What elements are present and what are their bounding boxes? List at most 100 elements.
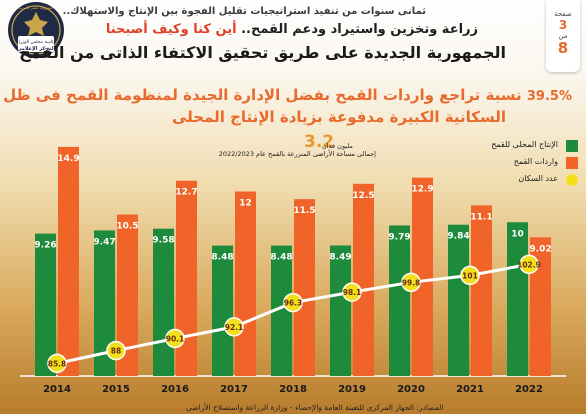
point-population-2019 — [342, 282, 362, 302]
label-population-2015: 88 — [111, 347, 121, 356]
bar-imports-2021 — [471, 205, 492, 376]
bar-imports-2016 — [176, 180, 197, 376]
point-population-2016 — [165, 328, 185, 349]
page-indicator: صفحة 3 من 8 — [546, 0, 580, 72]
label-production-2014: 9.26 — [34, 241, 56, 251]
legend-label-population: عدد السكان — [518, 174, 558, 183]
area-caption: إجمالى مساحة الأراضى المنزرعة بالقمح عام… — [218, 150, 376, 158]
point-population-2022 — [519, 254, 539, 275]
question-part1: زراعة وتخزين واستيراد ودعم القمح.. — [241, 22, 478, 37]
label-imports-2020: 12.9 — [411, 185, 433, 195]
bar-imports-2018 — [294, 199, 315, 376]
label-population-2014: 85.8 — [48, 359, 67, 368]
headline-line2: السكانية الكبيرة مدفوعة بزيادة الإنتاج ا… — [171, 108, 506, 126]
label-population-2021: 101 — [462, 271, 478, 280]
legend-item-population: عدد السكان — [468, 172, 580, 189]
bar-imports-2020 — [412, 177, 433, 376]
label-imports-2014: 14.9 — [57, 154, 79, 164]
tick-label-2015: 2015 — [102, 384, 130, 395]
label-population-2018: 96.3 — [284, 299, 303, 308]
eagle-icon — [24, 12, 48, 36]
label-production-2015: 9.47 — [93, 237, 115, 247]
point-population-2014 — [47, 353, 67, 374]
label-production-2016: 9.58 — [152, 236, 174, 246]
label-population-2020: 99.8 — [402, 278, 421, 287]
bar-imports-2019 — [353, 183, 374, 376]
tick-label-2018: 2018 — [279, 384, 307, 395]
bar-production-2022 — [507, 222, 528, 376]
of-label: من — [558, 32, 568, 40]
logo-bottom-text: المركز الإعلامى — [17, 46, 56, 52]
question-part2: أين كنا وكيف أصبحنا — [105, 22, 237, 37]
area-unit: مليون فدان — [322, 142, 353, 150]
page-number: 3 — [558, 18, 568, 32]
legend-item-production: الإنتاج المحلى للقمح — [468, 138, 580, 155]
logo-middle-text: رئاسة مجلس الوزراء — [16, 40, 55, 45]
bar-production-2016 — [153, 228, 174, 376]
bar-imports-2014 — [58, 146, 79, 376]
legend-swatch-population — [566, 174, 578, 186]
label-imports-2019: 12.5 — [352, 191, 374, 201]
source-note: المصادر: الجهاز المركزى للتعبئة العامة و… — [186, 403, 444, 412]
page-label: صفحة — [554, 10, 572, 18]
point-population-2021 — [460, 265, 480, 286]
tick-label-2014: 2014 — [43, 384, 71, 395]
cabinet-media-center-logo: جمهورية مصر العربية رئاسة مجلس الوزراء ا… — [8, 2, 64, 58]
bar-imports-2015 — [117, 214, 138, 376]
label-production-2018: 8.48 — [270, 253, 292, 263]
subheading: ثمانى سنوات من تنفيذ استراتيجيات تقليل ا… — [62, 6, 426, 17]
page-title: الجمهورية الجديدة على طريق تحقيق الاكتفا… — [19, 43, 506, 62]
tick-label-2021: 2021 — [456, 384, 484, 395]
bar-production-2018 — [271, 245, 292, 376]
label-imports-2018: 11.5 — [293, 206, 315, 216]
area-value: 3.2 — [304, 132, 335, 152]
legend-swatch-imports — [566, 157, 578, 169]
bar-production-2020 — [389, 225, 410, 376]
headline-line1-text: نسبة تراجع واردات القمح بفضل الإدارة الج… — [0, 86, 522, 104]
tick-label-2017: 2017 — [220, 384, 248, 395]
bar-imports-2017 — [235, 191, 256, 376]
label-imports-2015: 10.5 — [116, 222, 138, 232]
label-population-2019: 98.1 — [343, 288, 362, 297]
logo-ring — [11, 5, 61, 55]
label-production-2019: 8.49 — [329, 252, 351, 262]
bar-production-2017 — [212, 245, 233, 376]
label-production-2022: 10 — [511, 229, 524, 239]
tick-label-2016: 2016 — [161, 384, 189, 395]
headline-line1: 39.5% نسبة تراجع واردات القمح بفضل الإدا… — [0, 86, 572, 104]
label-imports-2016: 12.7 — [175, 188, 197, 198]
label-population-2017: 92.1 — [225, 323, 244, 332]
legend-label-production: الإنتاج المحلى للقمح — [491, 140, 558, 149]
legend-item-imports: واردات القمح — [468, 155, 580, 172]
bar-production-2015 — [94, 230, 115, 376]
headline-percent: 39.5% — [526, 89, 572, 104]
tick-label-2022: 2022 — [515, 384, 543, 395]
label-production-2021: 9.84 — [447, 232, 469, 242]
logo-banner — [18, 36, 54, 52]
label-population-2022: 102.9 — [517, 260, 541, 269]
legend-label-imports: واردات القمح — [513, 157, 558, 166]
point-population-2020 — [401, 272, 421, 293]
tick-label-2019: 2019 — [338, 384, 366, 395]
label-population-2016: 90.1 — [166, 334, 185, 343]
bar-production-2014 — [35, 233, 56, 376]
point-population-2018 — [283, 292, 303, 313]
logo-top-text: جمهورية مصر العربية — [18, 5, 54, 10]
label-imports-2022: 9.02 — [529, 244, 551, 254]
legend-swatch-production — [566, 140, 578, 152]
bar-imports-2022 — [530, 237, 551, 376]
tick-label-2020: 2020 — [397, 384, 425, 395]
point-population-2017 — [224, 317, 244, 337]
point-population-2015 — [106, 340, 126, 361]
label-production-2020: 9.79 — [388, 232, 410, 242]
label-production-2017: 8.48 — [211, 253, 233, 263]
chart-legend: الإنتاج المحلى للقمح واردات القمح عدد ال… — [468, 138, 580, 189]
bar-production-2019 — [330, 245, 351, 376]
question-heading: زراعة وتخزين واستيراد ودعم القمح.. أين ك… — [106, 22, 478, 37]
total-pages: 8 — [557, 39, 569, 57]
label-imports-2017: 12 — [239, 199, 252, 209]
label-imports-2021: 11.1 — [470, 212, 492, 222]
bar-production-2021 — [448, 224, 469, 376]
